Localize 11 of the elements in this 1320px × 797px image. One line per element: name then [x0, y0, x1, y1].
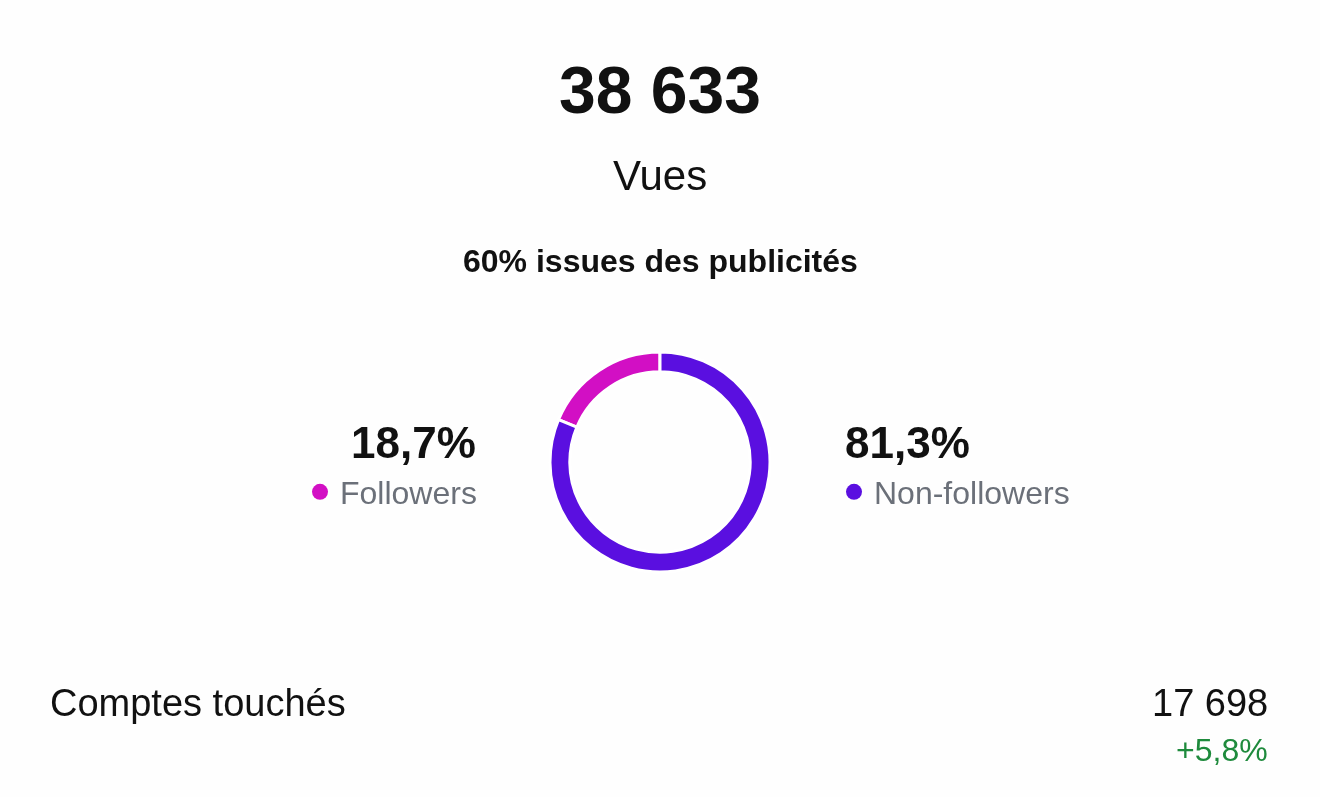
- chart-subtitle: Vues: [613, 152, 708, 199]
- text: 60% issues des publicités: [463, 243, 858, 279]
- text: 17 698: [1152, 682, 1269, 724]
- text: Comptes touchés: [50, 682, 346, 724]
- text: +5,8%: [1176, 732, 1268, 768]
- legend-label: Non-followers: [874, 475, 1070, 512]
- data-label: 81,3%: [845, 418, 970, 467]
- data-label: 18,7%: [351, 418, 476, 467]
- donut-slice: [548, 350, 772, 574]
- legend-label: Followers: [340, 475, 477, 512]
- chart-title: 38 633: [559, 53, 761, 127]
